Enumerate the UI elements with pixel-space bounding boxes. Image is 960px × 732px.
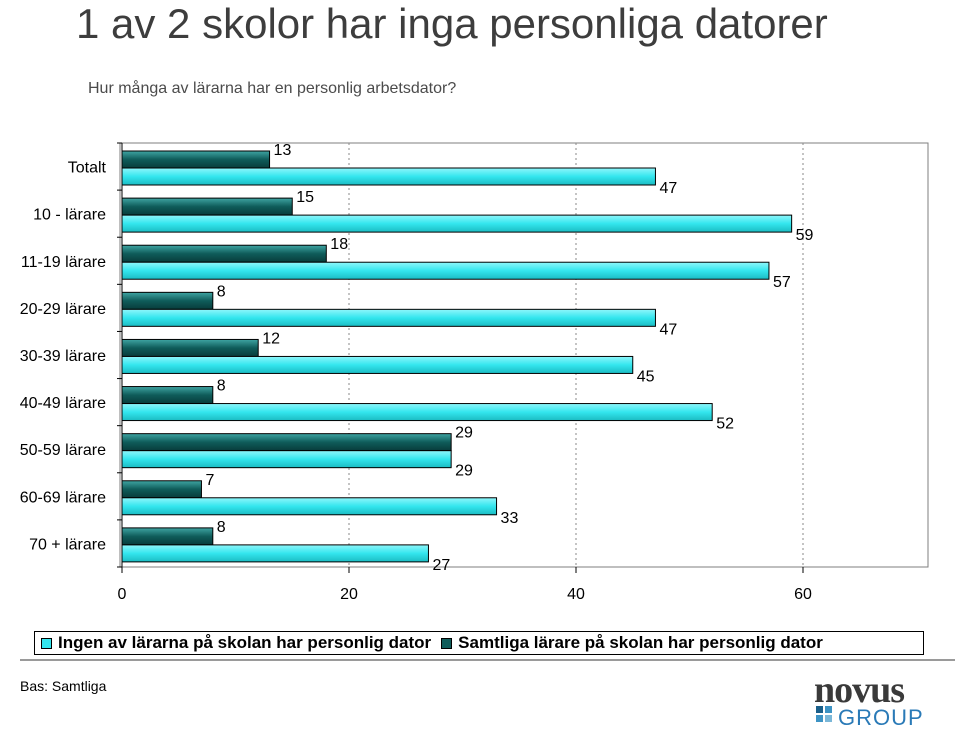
data-label-all: 8 xyxy=(217,378,226,395)
svg-text:GROUP: GROUP xyxy=(838,705,924,728)
bar-no-teachers xyxy=(121,167,656,186)
legend-item-none: Ingen av lärarna på skolan har personlig… xyxy=(41,633,431,653)
data-label-none: 33 xyxy=(501,510,519,527)
bar-all-teachers xyxy=(121,291,214,310)
chart-legend: Ingen av lärarna på skolan har personlig… xyxy=(34,631,924,655)
data-label-all: 12 xyxy=(262,330,280,347)
category-label: 30-39 lärare xyxy=(20,348,106,365)
category-label: Totalt xyxy=(68,160,107,177)
legend-label-all: Samtliga lärare på skolan har personlig … xyxy=(458,633,823,652)
legend-swatch-all xyxy=(441,637,453,649)
data-label-none: 47 xyxy=(659,321,677,338)
bar-all-teachers xyxy=(121,527,214,546)
chart-subtitle: Hur många av lärarna har en personlig ar… xyxy=(88,80,457,97)
bar-all-teachers xyxy=(121,197,293,216)
data-label-none: 27 xyxy=(432,557,450,574)
x-tick-label: 60 xyxy=(794,586,812,603)
x-tick-label: 40 xyxy=(567,586,585,603)
bar-no-teachers xyxy=(121,403,713,422)
category-label: 70 + lärare xyxy=(29,536,106,553)
legend-item-all: Samtliga lärare på skolan har personlig … xyxy=(441,633,823,653)
data-label-all: 8 xyxy=(217,519,226,536)
data-label-all: 7 xyxy=(205,472,214,489)
bar-no-teachers xyxy=(121,497,498,516)
bar-all-teachers xyxy=(121,150,271,169)
data-label-none: 57 xyxy=(773,274,791,291)
bar-no-teachers xyxy=(121,355,634,374)
category-label: 10 - lärare xyxy=(33,207,106,224)
data-label-all: 18 xyxy=(330,236,348,253)
category-label: 50-59 lärare xyxy=(20,442,106,459)
category-label: 20-29 lärare xyxy=(20,301,106,318)
data-label-none: 47 xyxy=(659,180,677,197)
data-label-none: 29 xyxy=(455,463,473,480)
legend-swatch-none xyxy=(41,637,52,649)
bar-no-teachers xyxy=(121,308,656,327)
page-title: 1 av 2 skolor har inga personliga datore… xyxy=(76,0,828,47)
bar-all-teachers xyxy=(121,386,214,405)
data-label-none: 59 xyxy=(796,227,814,244)
svg-text:novus: novus xyxy=(814,672,904,711)
legend-label-none: Ingen av lärarna på skolan har personlig… xyxy=(58,633,432,652)
bar-no-teachers xyxy=(121,214,793,233)
data-label-all: 29 xyxy=(455,425,473,442)
bar-all-teachers xyxy=(121,433,452,452)
bar-all-teachers xyxy=(121,480,202,499)
bar-all-teachers xyxy=(121,338,259,357)
bar-no-teachers xyxy=(121,544,429,563)
data-label-none: 45 xyxy=(637,368,655,385)
bar-chart: 0 20 40 60 Totalt 13 47 10 - lärare 15 59 11-19 lä… xyxy=(20,142,929,603)
data-label-all: 8 xyxy=(217,283,226,300)
bar-no-teachers xyxy=(121,261,770,280)
plot-frame xyxy=(119,142,929,568)
data-label-none: 52 xyxy=(716,416,734,433)
novus-group-logo: novus GROUP xyxy=(814,672,924,728)
category-label: 11-19 lärare xyxy=(21,254,106,271)
data-label-all: 13 xyxy=(274,142,292,159)
bar-all-teachers xyxy=(121,244,327,263)
footer-divider xyxy=(20,659,955,661)
bar-no-teachers xyxy=(121,450,452,469)
x-tick-label: 20 xyxy=(340,586,358,603)
x-tick-label: 0 xyxy=(118,586,127,603)
data-label-all: 15 xyxy=(296,189,314,206)
base-footnote: Bas: Samtliga xyxy=(20,678,107,694)
category-label: 60-69 lärare xyxy=(20,489,106,506)
category-label: 40-49 lärare xyxy=(20,395,106,412)
